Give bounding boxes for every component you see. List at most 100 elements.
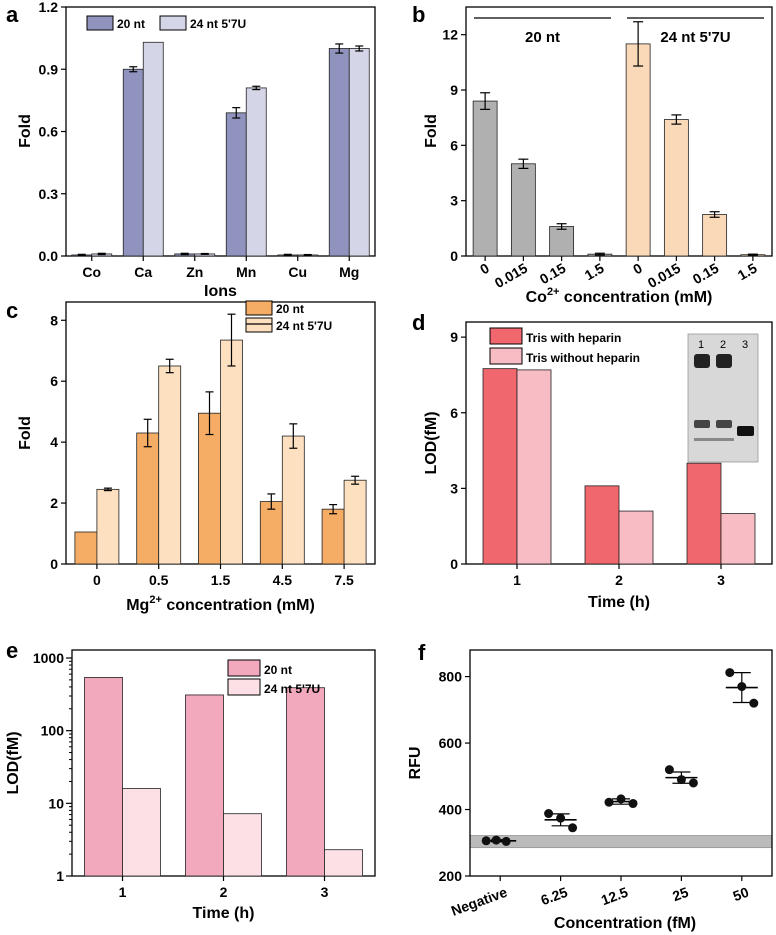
y-axis-title: RFU: [407, 747, 424, 780]
data-point: [491, 835, 501, 845]
gel-lane-label: 3: [742, 339, 748, 351]
legend-label: 20 nt: [276, 302, 304, 316]
x-axis-title-main: Mg: [126, 597, 149, 614]
y-axis-title: LOD(fM): [423, 411, 440, 474]
gel-lane-label: 2: [720, 339, 726, 351]
x-tick-label: 0: [93, 572, 101, 588]
legend-label: Tris with heparin: [526, 331, 621, 345]
legend-label: 24 nt 5'7U: [190, 17, 246, 31]
x-tick-label: 0.5: [149, 572, 169, 588]
bar: [549, 226, 575, 257]
x-axis-title-sup: 2+: [547, 286, 560, 298]
data-point: [501, 836, 511, 846]
y-axis-title: Fold: [17, 416, 34, 450]
x-axis-title: Co2+ concentration (mM): [526, 286, 713, 306]
x-tick-label: 0: [477, 260, 492, 278]
x-tick-label: 1.5: [735, 260, 760, 284]
legend-swatch: [489, 347, 523, 365]
data-point: [568, 823, 578, 833]
x-tick-label: 2: [220, 884, 228, 900]
panel-letter: f: [418, 640, 426, 665]
panel-letter: c: [6, 298, 18, 323]
bar: [281, 435, 305, 565]
panel-c: 0 2 4 6 8 0 0.5 1.5 4.5 7.5 20 nt 24 nt 5'7U c Fold Mg…: [6, 298, 376, 614]
y-axis-title: Fold: [17, 114, 34, 148]
y-tick-label: 2: [50, 495, 58, 511]
legend-swatch: [245, 317, 273, 333]
legend-swatch: [159, 15, 187, 31]
panel-letter: d: [412, 310, 425, 335]
bar: [225, 112, 247, 257]
bar: [136, 432, 160, 565]
x-tick-label: 50: [731, 884, 751, 904]
x-tick-label: 1: [119, 884, 127, 900]
bar: [584, 485, 620, 565]
legend-swatch: [245, 300, 273, 316]
y-tick-label: 0: [50, 556, 58, 572]
bar: [328, 48, 350, 257]
y-tick-label: 10: [48, 795, 64, 811]
x-tick-label: 0.015: [645, 260, 684, 291]
y-tick-label: 3: [450, 480, 458, 496]
group-label: 20 nt: [525, 29, 560, 46]
data-point: [688, 778, 698, 788]
data-point: [725, 668, 735, 678]
x-tick-label: 6.25: [539, 884, 570, 908]
bar: [96, 488, 120, 565]
x-axis-title-rest: concentration (mM): [559, 289, 712, 306]
x-tick-label: 0.015: [492, 260, 531, 291]
x-tick-label: Cu: [288, 264, 307, 280]
data-point: [664, 765, 674, 775]
gel-band: [716, 354, 732, 368]
bar: [220, 339, 243, 565]
bar: [324, 849, 363, 877]
data-point: [628, 799, 638, 809]
x-axis-title-sup: 2+: [149, 594, 162, 606]
x-axis-title-main: Co: [526, 289, 548, 306]
data-point: [737, 682, 747, 692]
y-tick-label: 200: [439, 868, 463, 884]
x-axis-title: Time (h): [588, 594, 650, 611]
x-tick-label: 1: [513, 572, 521, 588]
gel-band: [716, 420, 732, 428]
bar: [142, 41, 164, 257]
data-point: [544, 809, 554, 819]
x-tick-label: 1.5: [582, 260, 607, 284]
x-tick-label: 1.5: [211, 572, 231, 588]
bar: [122, 68, 144, 257]
y-tick-label: 100: [41, 723, 65, 739]
gel-inset: [687, 333, 759, 463]
y-tick-label: 0: [450, 556, 458, 572]
y-tick-label: 9: [450, 82, 458, 98]
bar: [348, 48, 370, 257]
data-point: [676, 775, 686, 785]
data-point: [749, 698, 759, 708]
x-tick-label: Negative: [449, 884, 510, 919]
gel-band: [737, 426, 754, 436]
y-tick-label: 6: [50, 373, 58, 389]
y-tick-label: 9: [450, 329, 458, 345]
x-tick-label: Ca: [134, 264, 152, 280]
x-tick-label: 0: [630, 260, 645, 278]
x-axis-title-rest: concentration (mM): [162, 597, 315, 614]
bar: [482, 368, 518, 565]
bar: [618, 510, 654, 565]
y-tick-label: 8: [50, 312, 58, 328]
x-tick-label: 3: [321, 884, 329, 900]
y-tick-label: 600: [439, 735, 463, 751]
data-point: [604, 797, 614, 807]
bar: [122, 788, 161, 877]
x-axis-title: Time (h): [193, 905, 255, 922]
y-tick-label: 6: [450, 137, 458, 153]
x-tick-label: 25: [670, 884, 690, 904]
gel-smear: [694, 438, 734, 441]
bar: [510, 163, 536, 257]
bar: [663, 119, 689, 257]
legend-label: 20 nt: [117, 17, 145, 31]
legend-label: 24 nt 5'7U: [264, 682, 320, 696]
bar: [286, 687, 325, 877]
panel-letter: a: [6, 2, 19, 27]
